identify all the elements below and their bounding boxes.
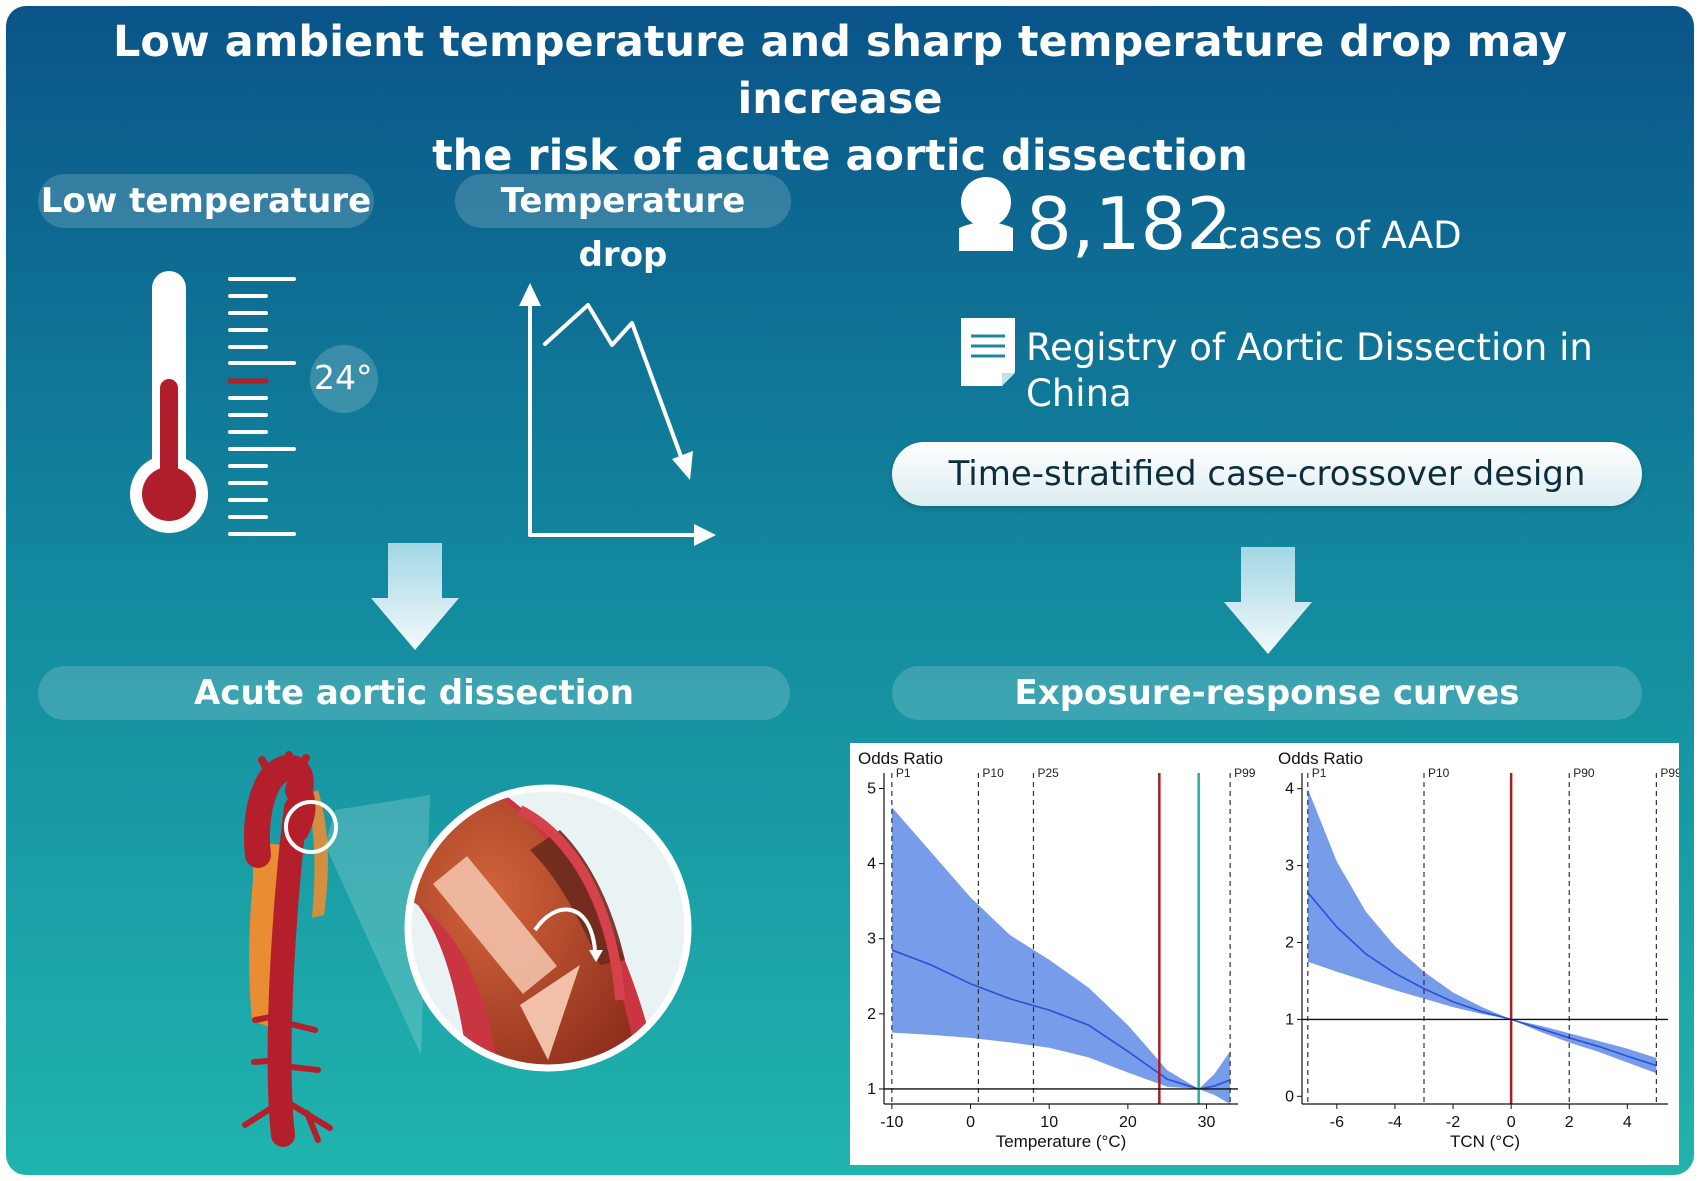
y-tick-label: 3 [867, 931, 876, 948]
thermometer-icon [130, 271, 378, 536]
x-tick-label: 30 [1198, 1114, 1216, 1131]
y-tick-label: 1 [867, 1081, 876, 1098]
temperature-chart: P1 P10 P25 P99 1 2 3 4 5 -10 0 10 20 30 Odds Ratio Temp… [858, 749, 1256, 1151]
x-tick-label: 4 [1623, 1114, 1632, 1131]
study-design-label: Time-stratified case-crossover design [892, 442, 1642, 506]
low-temperature-label: Low temperature [38, 174, 374, 228]
title-line-1: Low ambient temperature and sharp temper… [112, 17, 1568, 124]
x-tick-label: -6 [1330, 1114, 1344, 1131]
y-axis-title: Odds Ratio [1278, 749, 1363, 768]
y-tick-label: 4 [867, 856, 876, 873]
x-tick-label: -2 [1446, 1114, 1460, 1131]
percentile-label: P25 [1037, 766, 1059, 780]
exposure-response-curves-label: Exposure-response curves [892, 666, 1642, 720]
y-tick-label: 3 [1285, 858, 1294, 875]
percentile-label: P10 [982, 766, 1004, 780]
percentile-label: P1 [1312, 766, 1327, 780]
y-tick-label: 0 [1285, 1088, 1294, 1105]
document-icon [961, 318, 1015, 386]
y-tick-label: 4 [1285, 781, 1294, 798]
odds-ratio-curve [891, 949, 1231, 1090]
y-tick-label: 2 [867, 1006, 876, 1023]
case-label: cases of AAD [1218, 214, 1462, 257]
temperature-drop-label: Temperature drop [455, 174, 791, 275]
x-tick-label: -10 [880, 1114, 903, 1131]
down-arrow-icon [371, 543, 1312, 654]
dissection-magnifier [404, 784, 692, 1072]
temperature-drop-graph-icon [519, 283, 716, 546]
confidence-band [891, 807, 1231, 1104]
x-axis-title: TCN (°C) [1450, 1132, 1520, 1151]
x-tick-label: -4 [1388, 1114, 1402, 1131]
percentile-label: P1 [896, 766, 911, 780]
tcn-chart: P1 P10 P90 P99 0 1 2 3 4 -6 -4 -2 0 2 4 Odds Ratio TCN (… [1278, 749, 1679, 1151]
x-tick-label: 0 [966, 1114, 975, 1131]
percentile-label: P99 [1234, 766, 1256, 780]
percentile-label: P99 [1660, 766, 1679, 780]
x-tick-label: 0 [1507, 1114, 1516, 1131]
title-line-2: the risk of acute aortic dissection [432, 131, 1248, 181]
confidence-band [1307, 788, 1657, 1074]
y-tick-label: 5 [867, 781, 876, 798]
y-axis-title: Odds Ratio [858, 749, 943, 768]
x-tick-label: 2 [1565, 1114, 1574, 1131]
odds-ratio-curve [1307, 891, 1657, 1067]
x-tick-label: 20 [1119, 1114, 1137, 1131]
chart-panel: P1 P10 P25 P99 1 2 3 4 5 -10 0 10 20 30 Odds Ratio Temp… [850, 743, 1679, 1165]
registry-name: Registry of Aortic Dissection in China [1026, 326, 1593, 415]
page-title: Low ambient temperature and sharp temper… [60, 14, 1620, 185]
percentile-label: P10 [1428, 766, 1450, 780]
percentile-label: P90 [1573, 766, 1595, 780]
x-tick-label: 10 [1040, 1114, 1058, 1131]
case-count: 8,182 [1026, 182, 1233, 266]
y-tick-label: 2 [1285, 935, 1294, 952]
y-tick-label: 1 [1285, 1011, 1294, 1028]
person-icon [959, 177, 1013, 251]
x-axis-title: Temperature (°C) [996, 1132, 1127, 1151]
thermometer-reading: 24° [314, 358, 373, 397]
acute-aortic-dissection-label: Acute aortic dissection [38, 666, 790, 720]
aorta-illustration [242, 751, 430, 1147]
